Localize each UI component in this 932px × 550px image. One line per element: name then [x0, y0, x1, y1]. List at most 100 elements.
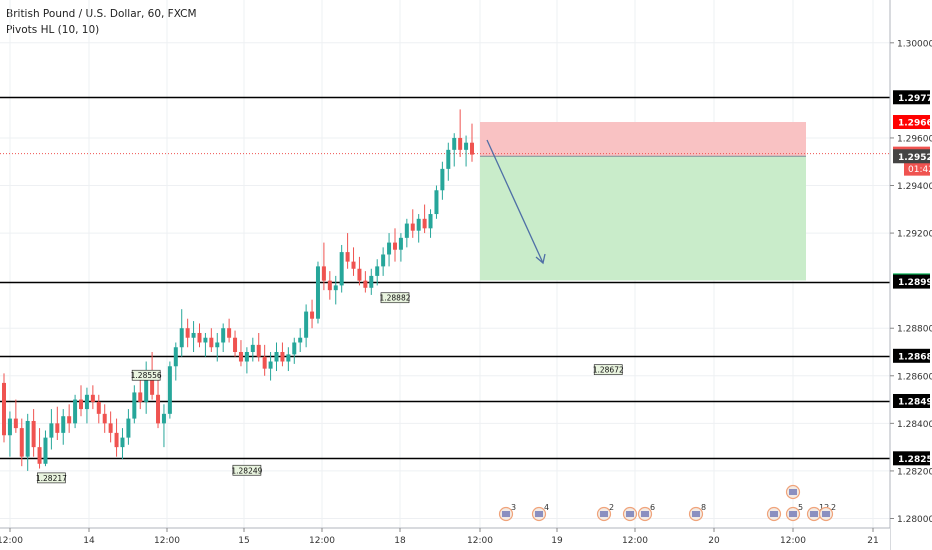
candle — [369, 268, 374, 295]
candle — [215, 332, 220, 362]
candle — [73, 394, 78, 429]
candle — [404, 218, 409, 248]
candle — [321, 242, 326, 291]
candle — [339, 244, 344, 293]
candle — [2, 373, 6, 443]
candle-body — [339, 252, 344, 286]
candle — [410, 209, 415, 238]
candle-body — [244, 352, 249, 362]
candle-body — [458, 137, 463, 150]
candle — [446, 142, 451, 181]
event-count: 3 — [511, 503, 516, 512]
pivot-box — [37, 472, 66, 484]
candle-body — [256, 344, 261, 357]
event-marker: 8 — [688, 503, 706, 522]
candle-body — [422, 218, 427, 229]
event-marker: 3 — [498, 503, 516, 522]
candle-body — [434, 190, 439, 215]
candle — [440, 161, 445, 200]
candle-body — [43, 437, 48, 464]
pivot-label: 1.28672 — [593, 364, 624, 376]
candle — [416, 214, 421, 243]
candle — [13, 399, 18, 433]
candle-body — [387, 242, 392, 255]
symbol-title: British Pound / U.S. Dollar, 60, FXCM — [6, 8, 197, 20]
candle-body — [138, 392, 143, 402]
entry-price-tag: 1.29523 — [898, 153, 932, 163]
flag-icon-inner — [502, 511, 510, 517]
candle — [156, 380, 161, 429]
time-tick-label: 12:00 — [154, 536, 180, 546]
candle-body — [114, 432, 119, 448]
time-axis-background — [0, 528, 890, 550]
flag-icon-inner — [641, 511, 649, 517]
candle — [179, 309, 184, 357]
candle-body — [102, 413, 107, 424]
candle-body — [292, 342, 297, 355]
candle-body — [250, 344, 255, 352]
flag-icon-inner — [810, 511, 818, 517]
flag-icon-inner — [770, 511, 778, 517]
price-axis: 1.28000 1.28200 1.28400 1.28600 1.28800 1.292… — [889, 0, 932, 550]
entry-price-tag-bg — [893, 149, 930, 164]
candle — [67, 404, 72, 433]
candle-body — [49, 423, 54, 438]
candle — [96, 394, 101, 424]
candle-body — [13, 418, 18, 429]
candle — [274, 342, 279, 372]
candle-body — [351, 261, 356, 269]
price-tick-label: 1.29600 — [897, 134, 932, 144]
candle — [49, 409, 54, 450]
candle-body — [96, 401, 101, 414]
level-price-tag-bg — [893, 451, 930, 466]
event-count: 5 — [798, 503, 803, 512]
candle-body — [25, 420, 30, 457]
candle — [387, 233, 392, 267]
candle — [79, 385, 84, 417]
candle — [428, 209, 433, 238]
pivot-label-text: 1.28217 — [36, 474, 67, 483]
flag-icon-inner — [600, 511, 608, 517]
candle-body — [315, 266, 320, 319]
candle-body — [156, 394, 161, 424]
candle-body — [363, 280, 368, 288]
candle-body — [280, 352, 285, 362]
candle — [114, 418, 119, 457]
pivot-box — [380, 292, 410, 304]
candle — [464, 135, 469, 167]
event-marker — [766, 506, 782, 522]
event-count: 6 — [650, 503, 655, 512]
pivot-label: 1.28217 — [36, 472, 67, 484]
pivot-box — [232, 464, 262, 476]
flag-icon-inner — [789, 489, 797, 495]
candle — [375, 259, 380, 286]
event-count: 2 — [831, 503, 836, 512]
candle — [209, 328, 214, 352]
candle-body — [375, 266, 380, 276]
candle — [310, 299, 315, 329]
pivot-label: 1.28882 — [379, 292, 411, 304]
pivot-box — [131, 369, 161, 381]
candle-body — [233, 337, 238, 352]
time-tick-label: 12:00 — [780, 536, 806, 546]
price-tick-label: 1.28800 — [897, 325, 932, 335]
event-markers: 342685122 — [498, 484, 836, 522]
candle — [132, 385, 137, 424]
time-tick-label: 15 — [238, 536, 249, 546]
pivot-label-text: 1.28249 — [231, 466, 262, 475]
pivot-label-text: 1.28672 — [593, 366, 624, 375]
candle — [392, 228, 397, 262]
level-price-tag-bg — [893, 90, 930, 105]
event-marker: 2 — [818, 503, 836, 522]
candle — [126, 409, 131, 445]
event-marker: 4 — [531, 503, 549, 522]
candle — [268, 352, 273, 381]
candle-body — [381, 254, 386, 267]
candle-body — [298, 337, 303, 343]
candle-body — [227, 328, 232, 338]
event-marker — [785, 484, 801, 500]
candle — [345, 233, 350, 269]
candle-body — [410, 223, 415, 231]
candle — [298, 328, 303, 352]
